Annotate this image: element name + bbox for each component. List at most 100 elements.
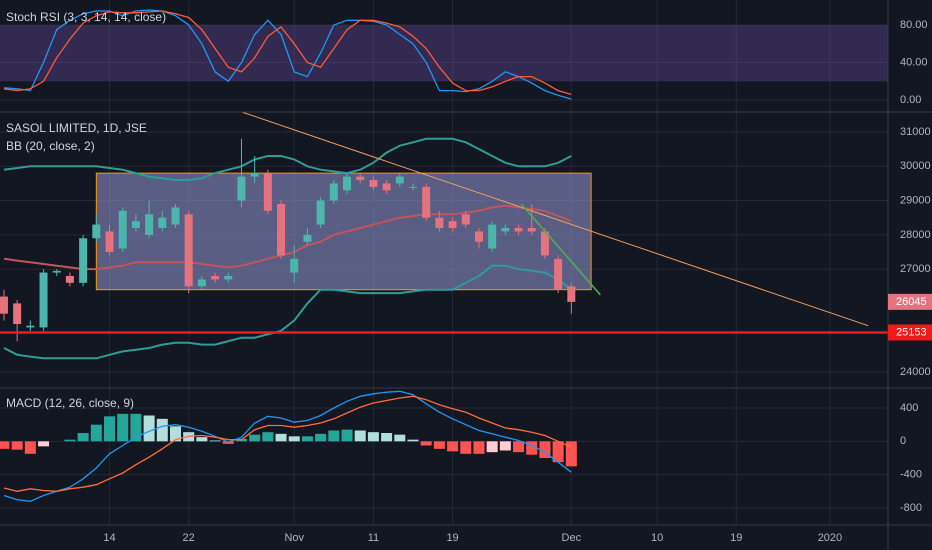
- indicator-line: [3, 137, 572, 181]
- indicator-line: [3, 204, 572, 271]
- macd-pane: [0, 388, 888, 525]
- candle-body: [435, 217, 444, 228]
- histogram-bar: [486, 441, 498, 453]
- histogram-bar: [90, 424, 102, 442]
- candle-body: [329, 183, 338, 201]
- y-tick-label: -800: [900, 502, 922, 514]
- histogram-bar: [420, 441, 432, 446]
- candle-body: [514, 227, 523, 232]
- x-tick-label: Nov: [284, 532, 304, 544]
- pane-title: MACD (12, 26, close, 9): [6, 396, 134, 410]
- y-tick-label: 0: [900, 435, 906, 447]
- candle-body: [303, 234, 312, 242]
- trend-line: [520, 203, 601, 296]
- y-tick-label: 31000: [900, 126, 931, 138]
- candle-body: [290, 258, 299, 273]
- indicator-line: [3, 390, 572, 502]
- candle-body: [79, 238, 88, 283]
- candle-body: [277, 203, 286, 256]
- histogram-bar: [381, 433, 393, 442]
- last-price-label: 26045: [896, 296, 927, 308]
- candle-body: [422, 186, 431, 218]
- candle-body: [158, 217, 167, 228]
- candle-body: [527, 227, 536, 232]
- histogram-bar: [209, 440, 221, 442]
- histogram-bar: [394, 434, 406, 442]
- x-tick-label: 14: [103, 532, 115, 544]
- y-tick-label: 0.00: [900, 94, 921, 106]
- candle-body: [395, 176, 404, 184]
- candle-body: [118, 210, 127, 249]
- candle-body: [540, 231, 549, 256]
- candle-body: [65, 275, 74, 283]
- indicator-line: [3, 10, 572, 96]
- histogram-bar: [565, 441, 577, 467]
- histogram-bar: [104, 416, 116, 442]
- candle-body: [316, 200, 325, 225]
- price-pane: [0, 112, 888, 388]
- histogram-bar: [433, 441, 445, 449]
- histogram-bar: [143, 415, 155, 442]
- y-tick-label: 27000: [900, 263, 931, 275]
- candle-body: [474, 231, 483, 242]
- histogram-bar: [249, 434, 261, 442]
- candle-body: [0, 296, 8, 314]
- histogram-bar: [473, 441, 485, 454]
- histogram-bar: [0, 441, 10, 449]
- x-tick-label: 2020: [818, 532, 842, 544]
- x-tick-label: 19: [730, 532, 742, 544]
- candle-body: [554, 258, 563, 290]
- histogram-bar: [275, 433, 287, 442]
- candle-body: [171, 207, 180, 225]
- x-tick-label: 22: [183, 532, 195, 544]
- histogram-bar: [526, 441, 538, 455]
- candle-body: [461, 214, 470, 225]
- stoch-pane: [0, 0, 888, 112]
- y-tick-label: 28000: [900, 229, 931, 241]
- candle-body: [356, 176, 365, 180]
- candle-body: [52, 270, 61, 273]
- candle-body: [369, 179, 378, 187]
- x-tick-label: 11: [368, 532, 379, 544]
- pane-title: Stoch RSI (3, 3, 14, 14, close): [6, 10, 166, 24]
- x-tick-label: Dec: [562, 532, 582, 544]
- candle-body: [408, 186, 417, 188]
- histogram-bar: [288, 436, 300, 442]
- histogram-bar: [513, 441, 525, 453]
- candle-body: [26, 325, 35, 328]
- histogram-bar: [169, 426, 181, 442]
- candle-body: [211, 275, 220, 280]
- histogram-bar: [156, 418, 168, 442]
- candle-body: [184, 214, 193, 287]
- candle-body: [197, 279, 206, 287]
- histogram-bar: [407, 439, 419, 442]
- histogram-bar: [447, 441, 459, 452]
- price-tag-label: 25153: [896, 326, 927, 338]
- histogram-bar: [460, 441, 472, 454]
- candle-body: [39, 272, 48, 328]
- y-tick-label: 40.00: [900, 56, 928, 68]
- candle-body: [13, 303, 22, 324]
- histogram-bar: [38, 441, 50, 447]
- candle-body: [224, 275, 233, 280]
- candle-body: [250, 173, 259, 177]
- y-tick-label: 30000: [900, 160, 931, 172]
- candle-body: [237, 176, 246, 201]
- y-tick-label: 29000: [900, 194, 931, 206]
- candle-body: [92, 224, 101, 239]
- histogram-bar: [328, 430, 340, 442]
- y-tick-label: 80.00: [900, 19, 928, 31]
- histogram-bar: [341, 429, 353, 442]
- histogram-bar: [196, 437, 208, 442]
- x-tick-label: 19: [446, 532, 458, 544]
- chart-title: SASOL LIMITED, 1D, JSE: [6, 121, 147, 135]
- histogram-bar: [354, 430, 366, 442]
- histogram-bar: [301, 436, 313, 442]
- histogram-bar: [315, 433, 327, 442]
- indicator-title: BB (20, close, 2): [6, 139, 95, 153]
- candle-body: [501, 227, 510, 232]
- trend-line: [240, 112, 869, 327]
- indicator-line: [3, 264, 572, 360]
